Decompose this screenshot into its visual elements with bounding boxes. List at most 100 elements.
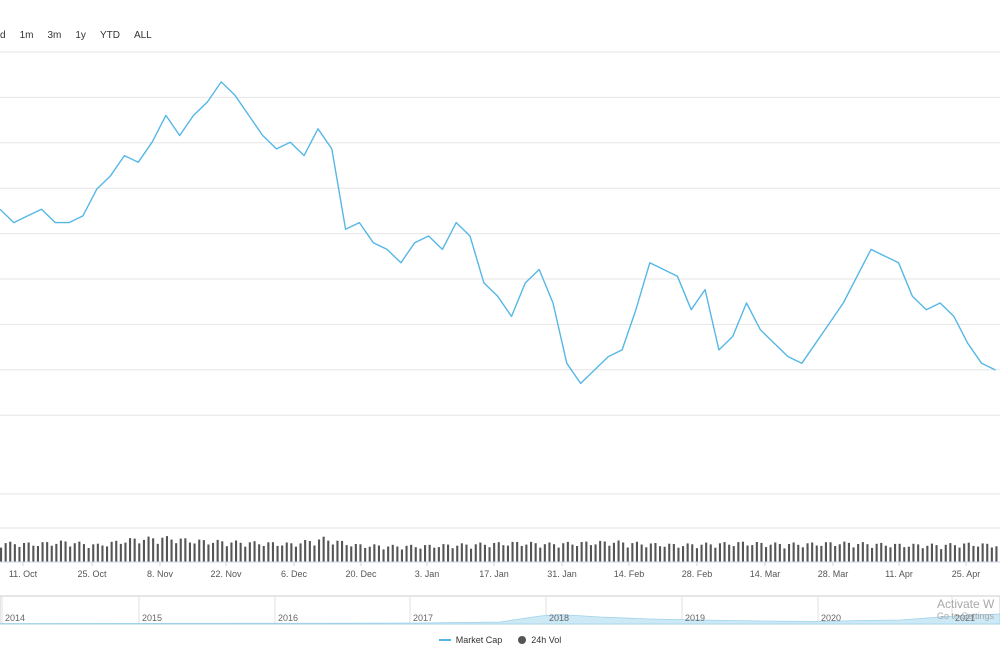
x-tick-label: 8. Nov [147,569,174,579]
volume-bar [147,536,150,562]
volume-bar [995,546,998,562]
volume-bar [451,548,454,562]
volume-bar [981,543,984,562]
volume-bar [714,547,717,562]
x-tick-label: 14. Feb [614,569,645,579]
volume-bar [930,543,933,562]
volume-bar [188,542,191,562]
x-axis-ticks: 11. Oct 25. Oct 8. Nov 22. Nov 6. Dec 20. Dec… [9,562,980,579]
volume-bar [659,546,662,562]
volume-bar [364,547,367,562]
volume-bar [516,542,519,562]
volume-bar [442,544,445,562]
navigator-year-label: 2018 [549,613,569,623]
volume-bar [963,543,966,562]
range-button-3m[interactable]: 3m [40,28,69,44]
volume-bar [765,547,768,562]
x-tick-label: 6. Dec [281,569,308,579]
x-tick-label: 14. Mar [750,569,781,579]
volume-bar [737,542,740,562]
volume-bar [769,544,772,562]
volume-bar [820,545,823,562]
volume-bar [530,541,533,562]
volume-bar [0,547,3,562]
volume-bar [350,546,353,562]
volume-bar [631,543,634,562]
volume-bar [732,546,735,562]
volume-bar [428,544,431,562]
volume-bar [82,544,85,562]
volume-bar [585,541,588,562]
range-button-1m[interactable]: 1m [12,28,41,44]
volume-bar [898,543,901,562]
volume-bar [221,541,224,562]
volume-bar [838,544,841,562]
volume-bar [382,549,385,562]
volume-bar [235,540,238,562]
volume-bar [894,543,897,562]
volume-bar [778,544,781,562]
volume-bar [811,542,814,562]
volume-bar [493,543,496,562]
volume-bar [967,542,970,562]
volume-bar [645,547,648,562]
market-cap-line[interactable] [0,81,996,385]
volume-bar [889,547,892,562]
volume-bar [50,545,53,562]
range-button-all[interactable]: ALL [126,28,159,44]
volume-bar [829,542,832,562]
volume-bar [566,541,569,562]
volume-bar [654,543,657,562]
volume-bar [55,543,58,562]
volume-bar [871,547,874,562]
legend-24h-vol[interactable]: 24h Vol [518,633,561,647]
volume-bar [728,544,731,562]
volume-bar [525,544,528,562]
volume-bar [875,543,878,562]
volume-bar [119,543,122,562]
volume-bar [953,545,956,562]
volume-bar [741,541,744,562]
volume-bar [175,543,178,562]
volume-bar [949,543,952,562]
volume-bar [672,544,675,562]
volume-bar [69,546,72,562]
volume-bar [433,547,436,562]
range-button-ytd[interactable]: YTD [92,28,127,44]
volume-bar [133,538,136,562]
volume-bar [589,545,592,562]
volume-bar [479,542,482,562]
volume-bar [396,546,399,562]
volume-bar [456,545,459,562]
volume-bar [603,541,606,562]
chart-gridlines [0,51,1000,529]
volume-bar [285,542,288,562]
volume-bar [156,543,159,562]
volume-bar [9,541,12,562]
volume-bar [921,548,924,562]
volume-bar [437,547,440,562]
navigator[interactable]: 2014 2015 2016 2017 2018 2019 2020 2021 [0,595,1000,625]
range-button-d[interactable]: d [0,28,13,44]
volume-bar [341,540,344,562]
volume-bar [608,545,611,562]
volume-bar [92,544,95,562]
range-selector: d 1m 3m 1y YTD ALL [0,28,159,44]
x-tick-label: 31. Jan [547,569,577,579]
volume-bar [41,542,44,562]
x-tick-label: 25. Apr [952,569,981,579]
legend-market-cap[interactable]: Market Cap [438,633,502,647]
volume-bar [129,538,132,562]
volume-bar [424,545,427,562]
volume-bar [387,546,390,562]
legend-label-24h-vol: 24h Vol [531,635,562,645]
range-button-1y[interactable]: 1y [68,28,93,44]
volume-bar [977,546,980,562]
volume-bar [958,547,961,562]
volume-bar [880,542,883,562]
volume-bar [23,543,26,562]
volume-bar [165,536,168,562]
navigator-year-label: 2021 [955,613,975,623]
volume-bar [571,544,574,562]
volume-bar [760,542,763,562]
